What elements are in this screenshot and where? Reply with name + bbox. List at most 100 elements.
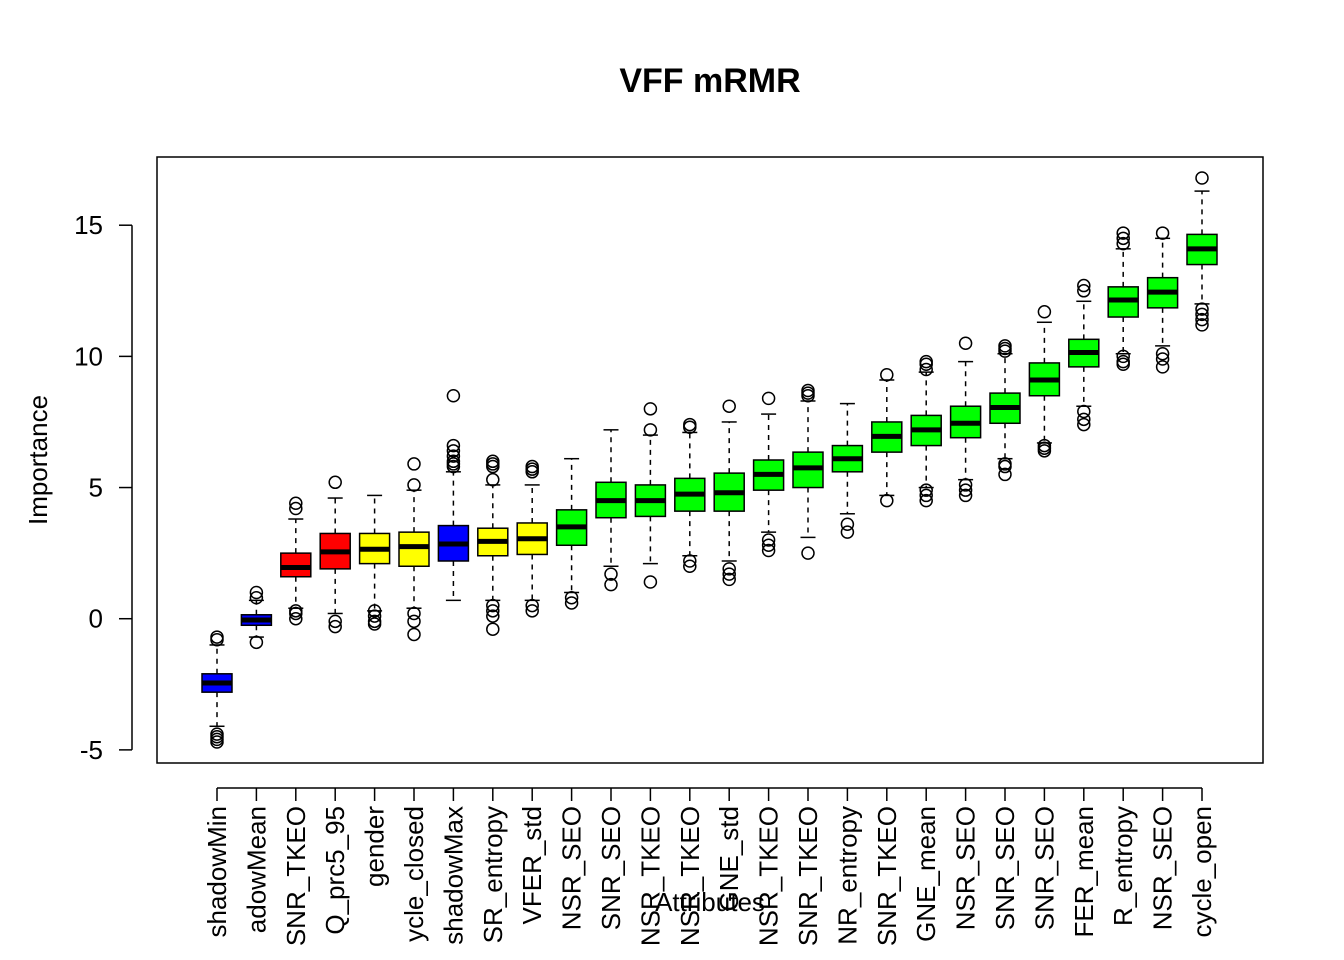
x-tick-label: cycle_open bbox=[1187, 806, 1217, 938]
outlier-point bbox=[1037, 444, 1052, 458]
box-24 bbox=[1146, 226, 1179, 374]
box-3 bbox=[319, 475, 351, 634]
x-tick-label: NSR_TKEO bbox=[754, 806, 784, 946]
outlier-point bbox=[446, 438, 461, 453]
outlier-point bbox=[998, 341, 1012, 356]
outlier-point bbox=[328, 614, 342, 629]
outlier-point bbox=[289, 496, 303, 511]
outlier-point bbox=[210, 632, 224, 647]
outlier-point bbox=[1116, 236, 1130, 251]
box-16 bbox=[831, 402, 864, 539]
outlier-point bbox=[958, 483, 973, 497]
x-tick-label: SNR_SEO bbox=[1029, 806, 1059, 930]
outlier-point bbox=[1195, 312, 1209, 327]
x-tick-label: GNE_std bbox=[714, 806, 744, 912]
x-tick-label: NSR_SEO bbox=[1148, 806, 1178, 930]
outlier-point bbox=[919, 362, 933, 377]
outlier-point bbox=[604, 577, 618, 592]
outlier-point bbox=[761, 538, 776, 553]
x-tick-label: shadowMin bbox=[202, 806, 232, 938]
outlier-point bbox=[289, 611, 303, 626]
box-0 bbox=[201, 630, 233, 749]
outlier-point bbox=[564, 596, 579, 610]
y-tick-label: 10 bbox=[74, 341, 103, 371]
box-10 bbox=[595, 429, 627, 592]
outlier-point bbox=[407, 614, 421, 629]
outlier-point bbox=[683, 559, 697, 573]
outlier-point bbox=[998, 467, 1012, 482]
outlier-point bbox=[210, 735, 224, 749]
outlier-point bbox=[761, 391, 776, 406]
box-15 bbox=[792, 383, 824, 560]
outlier-point bbox=[722, 567, 736, 581]
box-21 bbox=[1028, 305, 1061, 458]
box-9 bbox=[555, 457, 588, 610]
outlier-point bbox=[486, 609, 500, 623]
outlier-point bbox=[919, 483, 933, 497]
outlier-point bbox=[407, 457, 421, 471]
outlier-point bbox=[880, 367, 894, 382]
outlier-point bbox=[1037, 305, 1052, 319]
outlier-point bbox=[525, 604, 539, 618]
outlier-point bbox=[643, 575, 658, 589]
outlier-point bbox=[407, 606, 421, 621]
outlier-point bbox=[367, 604, 382, 618]
outlier-point bbox=[210, 630, 224, 644]
outlier-point bbox=[801, 386, 815, 400]
outlier-point bbox=[1077, 412, 1091, 427]
outlier-point bbox=[722, 562, 736, 576]
outlier-point bbox=[1077, 417, 1091, 432]
outlier-point bbox=[1077, 278, 1091, 293]
outlier-point bbox=[840, 525, 855, 539]
box-13 bbox=[713, 399, 745, 587]
x-tick-label: gender bbox=[360, 806, 390, 887]
x-tick-label: GNE_mean bbox=[911, 806, 941, 942]
x-tick-label: SNR_SEO bbox=[596, 806, 626, 930]
outlier-point bbox=[446, 449, 461, 463]
box-body bbox=[280, 552, 312, 578]
box-2 bbox=[280, 496, 312, 626]
y-axis-label: Importance bbox=[23, 395, 53, 525]
outlier-point bbox=[525, 462, 539, 476]
outlier-point bbox=[1195, 171, 1209, 185]
box-6 bbox=[437, 388, 470, 602]
outlier-point bbox=[958, 488, 973, 503]
outlier-point bbox=[1155, 360, 1170, 374]
x-tick-label: NSR_TKEO bbox=[675, 806, 705, 946]
outlier-point bbox=[1116, 357, 1130, 371]
outlier-point bbox=[643, 402, 658, 416]
box-4 bbox=[358, 494, 391, 631]
outlier-point bbox=[446, 388, 461, 403]
outlier-point bbox=[446, 454, 461, 469]
box-18 bbox=[910, 354, 942, 508]
outlier-point bbox=[643, 423, 658, 437]
x-axis: shadowMin adowMean SNR_TKEO Q_prc5_95 gender… bbox=[202, 787, 1217, 946]
outlier-point bbox=[919, 488, 933, 503]
y-tick-label: 15 bbox=[74, 210, 103, 240]
outlier-point bbox=[919, 493, 933, 508]
outlier-point bbox=[958, 336, 973, 351]
outlier-point bbox=[486, 604, 500, 618]
outlier-point bbox=[1195, 318, 1209, 332]
outlier-point bbox=[1116, 226, 1130, 240]
x-tick-label: NSR_SEO bbox=[557, 806, 587, 930]
outlier-point bbox=[407, 478, 421, 492]
x-tick-label: FER_mean bbox=[1069, 806, 1099, 938]
outlier-point bbox=[1195, 302, 1209, 316]
box-body bbox=[398, 531, 430, 567]
box-12 bbox=[674, 417, 706, 573]
outlier-point bbox=[683, 417, 697, 432]
outlier-point bbox=[801, 546, 815, 560]
outlier-point bbox=[486, 598, 500, 613]
x-tick-label: NR_entropy bbox=[832, 806, 862, 945]
x-tick-label: SNR_TKEO bbox=[872, 806, 902, 946]
x-tick-label: SNR_TKEO bbox=[281, 806, 311, 946]
box-5 bbox=[398, 457, 430, 642]
outlier-point bbox=[998, 459, 1012, 474]
outlier-point bbox=[289, 606, 303, 621]
x-tick-label: NSR_SEO bbox=[951, 806, 981, 930]
chart-title: VFF mRMR bbox=[619, 62, 800, 100]
outlier-point bbox=[249, 585, 264, 600]
outlier-point bbox=[328, 619, 342, 634]
outlier-point bbox=[1037, 441, 1052, 455]
